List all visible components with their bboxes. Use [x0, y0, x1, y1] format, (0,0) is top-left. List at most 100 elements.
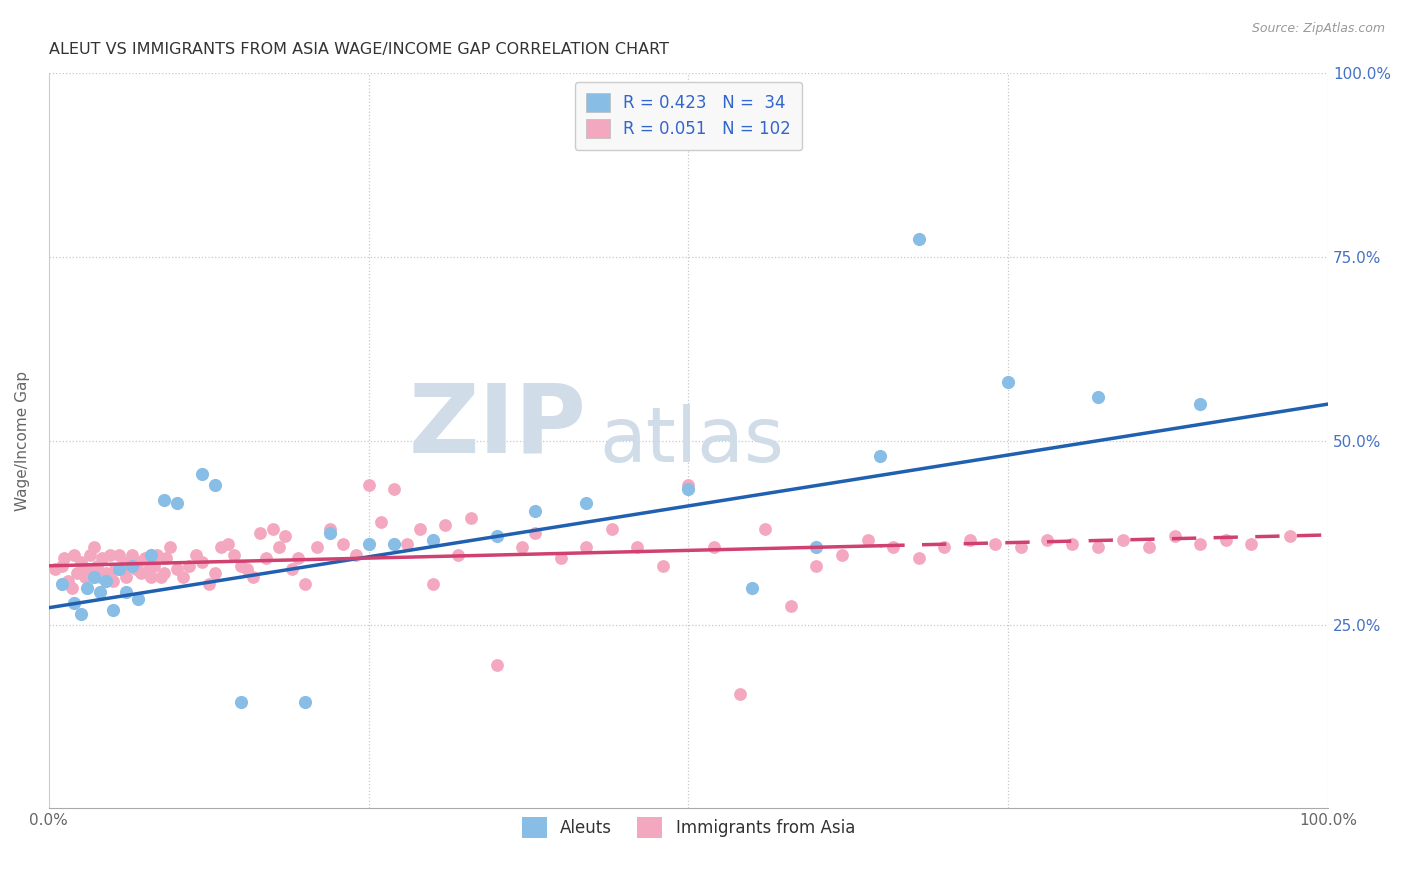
Point — [984, 537, 1007, 551]
Point — [523, 525, 546, 540]
Point — [69, 555, 91, 569]
Point — [229, 695, 252, 709]
Legend: Aleuts, Immigrants from Asia: Aleuts, Immigrants from Asia — [515, 811, 862, 844]
Point — [139, 570, 162, 584]
Point — [1087, 541, 1109, 555]
Point — [76, 562, 98, 576]
Point — [307, 541, 329, 555]
Point — [44, 562, 66, 576]
Point — [651, 558, 673, 573]
Point — [159, 541, 181, 555]
Point — [91, 551, 114, 566]
Point — [191, 467, 214, 481]
Point — [1189, 537, 1212, 551]
Point — [626, 541, 648, 555]
Point — [779, 599, 801, 614]
Point — [254, 551, 277, 566]
Point — [89, 570, 111, 584]
Point — [741, 581, 763, 595]
Point — [166, 496, 188, 510]
Point — [357, 478, 380, 492]
Point — [319, 525, 342, 540]
Point — [96, 566, 118, 581]
Point — [907, 232, 929, 246]
Point — [172, 570, 194, 584]
Point — [111, 558, 134, 573]
Point — [1112, 533, 1135, 547]
Point — [422, 577, 444, 591]
Point — [114, 584, 136, 599]
Point — [294, 695, 316, 709]
Point — [51, 577, 73, 591]
Point — [79, 548, 101, 562]
Point — [155, 551, 177, 566]
Point — [83, 570, 105, 584]
Point — [153, 492, 176, 507]
Point — [179, 558, 201, 573]
Point — [678, 482, 700, 496]
Point — [63, 596, 86, 610]
Point — [485, 529, 508, 543]
Point — [575, 541, 598, 555]
Point — [153, 566, 176, 581]
Point — [267, 541, 290, 555]
Point — [806, 541, 828, 555]
Point — [523, 504, 546, 518]
Point — [1087, 390, 1109, 404]
Point — [806, 558, 828, 573]
Point — [856, 533, 879, 547]
Point — [703, 541, 725, 555]
Point — [166, 562, 188, 576]
Point — [96, 574, 118, 588]
Point — [370, 515, 392, 529]
Point — [117, 555, 139, 569]
Point — [460, 511, 482, 525]
Text: ZIP: ZIP — [408, 380, 586, 473]
Point — [125, 562, 148, 576]
Point — [76, 581, 98, 595]
Point — [882, 541, 904, 555]
Point — [229, 558, 252, 573]
Text: ALEUT VS IMMIGRANTS FROM ASIA WAGE/INCOME GAP CORRELATION CHART: ALEUT VS IMMIGRANTS FROM ASIA WAGE/INCOM… — [49, 42, 669, 57]
Point — [344, 548, 367, 562]
Point — [73, 570, 96, 584]
Point — [1137, 541, 1160, 555]
Point — [191, 555, 214, 569]
Point — [1278, 529, 1301, 543]
Point — [382, 482, 405, 496]
Point — [53, 551, 76, 566]
Point — [83, 541, 105, 555]
Point — [1010, 541, 1032, 555]
Point — [287, 551, 309, 566]
Point — [1035, 533, 1057, 547]
Point — [56, 574, 79, 588]
Point — [69, 607, 91, 621]
Point — [409, 522, 432, 536]
Point — [142, 558, 165, 573]
Point — [249, 525, 271, 540]
Text: atlas: atlas — [599, 404, 783, 478]
Point — [204, 566, 226, 581]
Point — [127, 555, 149, 569]
Point — [907, 551, 929, 566]
Point — [108, 548, 131, 562]
Point — [66, 566, 89, 581]
Y-axis label: Wage/Income Gap: Wage/Income Gap — [15, 371, 30, 511]
Point — [510, 541, 533, 555]
Point — [281, 562, 304, 576]
Point — [1189, 397, 1212, 411]
Point — [138, 562, 160, 576]
Point — [831, 548, 853, 562]
Point — [127, 591, 149, 606]
Point — [319, 522, 342, 536]
Point — [101, 603, 124, 617]
Point — [211, 541, 233, 555]
Point — [1240, 537, 1263, 551]
Point — [678, 478, 700, 492]
Point — [242, 570, 264, 584]
Point — [1215, 533, 1237, 547]
Point — [51, 558, 73, 573]
Point — [332, 537, 354, 551]
Point — [754, 522, 776, 536]
Point — [447, 548, 470, 562]
